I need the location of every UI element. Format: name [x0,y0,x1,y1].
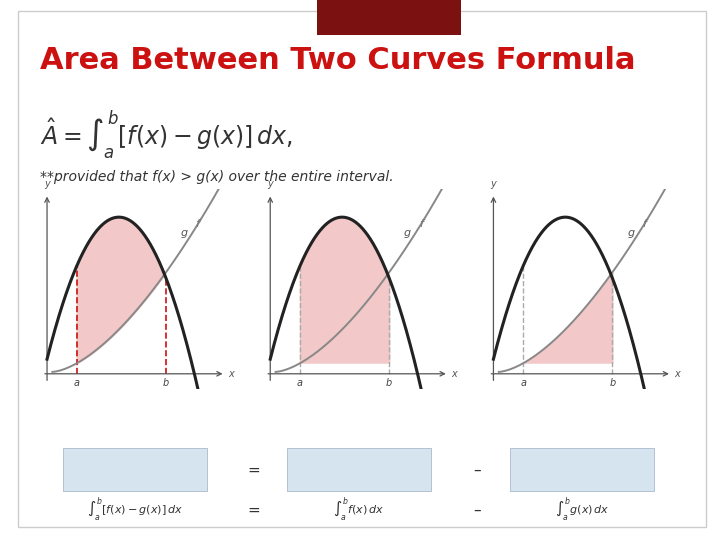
Text: g: g [181,228,188,238]
Text: y: y [44,179,50,189]
Text: g: g [627,228,634,238]
Text: =: = [248,503,261,518]
Text: b: b [386,378,392,388]
Text: $\int_a^b f(x)\,dx$: $\int_a^b f(x)\,dx$ [333,496,384,524]
Text: g: g [404,228,411,238]
FancyBboxPatch shape [317,0,461,35]
Text: f: f [196,219,199,229]
Text: Area Between Two Curves Formula: Area Between Two Curves Formula [40,46,635,75]
Text: a: a [297,378,303,388]
Text: x: x [451,369,457,379]
Text: x: x [675,369,680,379]
Text: b: b [163,378,169,388]
Text: y: y [267,179,273,189]
Text: **provided that f(x) > g(x) over the entire interval.: **provided that f(x) > g(x) over the ent… [40,170,393,184]
FancyBboxPatch shape [18,11,706,526]
Text: y: y [490,179,496,189]
Text: –: – [474,503,481,518]
Text: Area of region
under g: Area of region under g [545,459,618,481]
Text: x: x [228,369,234,379]
Text: Area of region
between f and g: Area of region between f and g [93,459,178,481]
Text: a: a [520,378,526,388]
Text: $\int_a^b [f(x) - g(x)]\,dx$: $\int_a^b [f(x) - g(x)]\,dx$ [87,496,184,524]
Text: f: f [419,219,423,229]
Text: Area of region
under f: Area of region under f [322,459,395,481]
Text: b: b [609,378,616,388]
Text: f: f [642,219,646,229]
Text: =: = [248,462,261,477]
Text: $\mathit{\hat{A}} = \int_a^b [f(x) - g(x)]\,dx,$: $\mathit{\hat{A}} = \int_a^b [f(x) - g(x… [40,108,292,161]
Text: $\int_a^b g(x)\,dx$: $\int_a^b g(x)\,dx$ [554,496,609,524]
Text: –: – [474,462,481,477]
Text: a: a [73,378,80,388]
